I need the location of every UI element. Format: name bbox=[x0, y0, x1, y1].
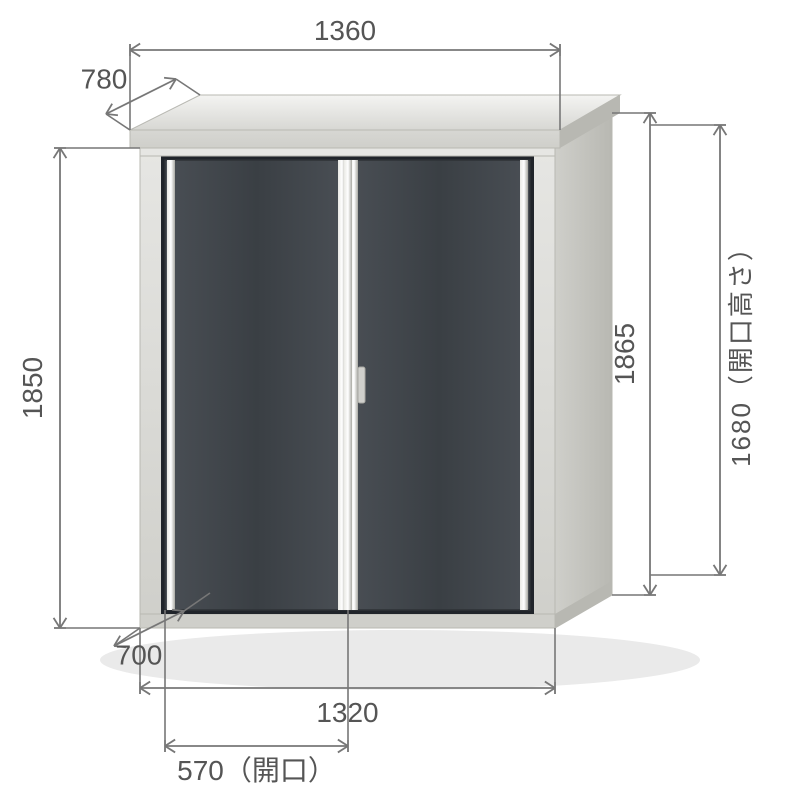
svg-text:780: 780 bbox=[81, 64, 128, 95]
svg-text:700: 700 bbox=[116, 640, 163, 671]
svg-text:1850: 1850 bbox=[17, 357, 48, 419]
svg-text:1680（開口高さ）: 1680（開口高さ） bbox=[726, 233, 756, 467]
svg-text:1360: 1360 bbox=[314, 15, 376, 46]
svg-text:570（開口）: 570（開口） bbox=[177, 755, 336, 786]
svg-text:1865: 1865 bbox=[609, 323, 640, 385]
